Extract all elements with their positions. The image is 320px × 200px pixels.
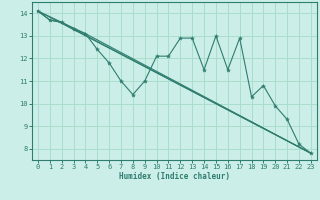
X-axis label: Humidex (Indice chaleur): Humidex (Indice chaleur) <box>119 172 230 181</box>
